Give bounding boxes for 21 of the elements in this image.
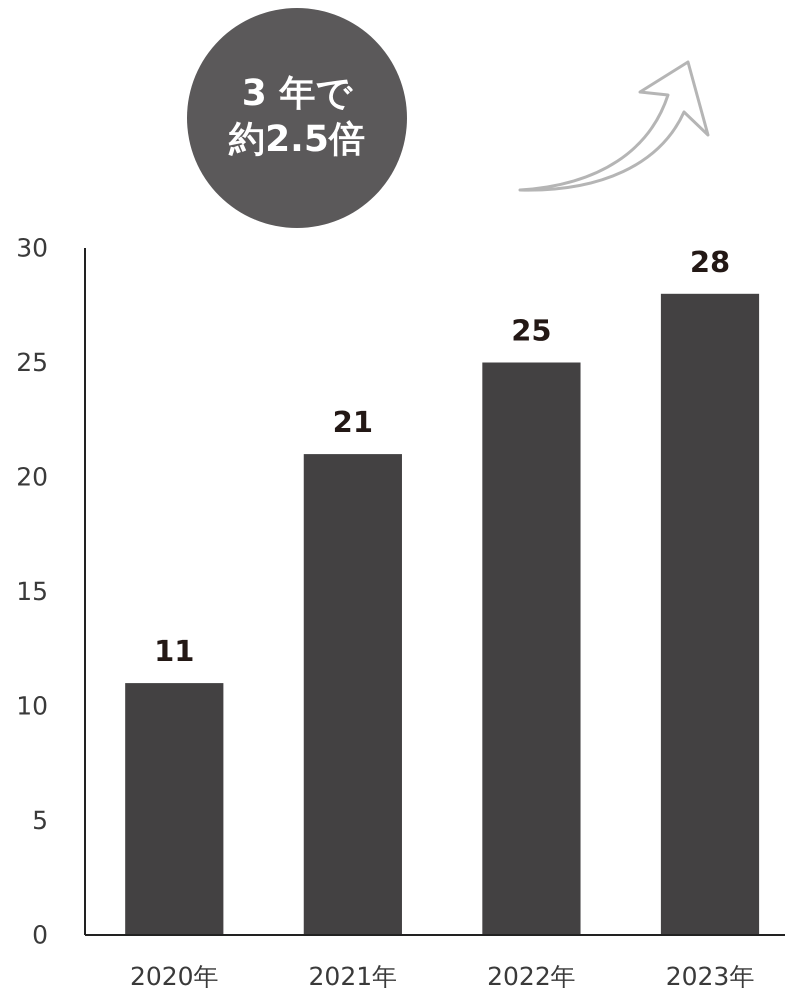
text: 3 年で [242,73,354,114]
x-tick-label: 2023年 [666,962,754,991]
bar [660,294,760,935]
bar [482,362,581,935]
y-tick-label: 10 [16,692,48,720]
bar [304,454,402,935]
y-tick-label: 5 [32,806,48,835]
text: 約2.5倍 [228,119,365,160]
data-label: 11 [154,634,194,668]
data-label: 21 [332,405,374,440]
x-tick-label: 2021年 [308,962,398,991]
x-tick-label: 2020年 [130,962,219,991]
y-tick-label: 20 [16,462,48,492]
data-label: 28 [690,244,730,279]
x-tick-label: 2022年 [487,962,576,991]
y-tick-label: 30 [16,234,48,262]
data-label: 25 [511,314,552,348]
y-tick-label: 15 [16,577,48,606]
bar [125,683,224,935]
y-tick-label: 0 [32,920,48,950]
y-tick-label: 25 [16,348,48,377]
